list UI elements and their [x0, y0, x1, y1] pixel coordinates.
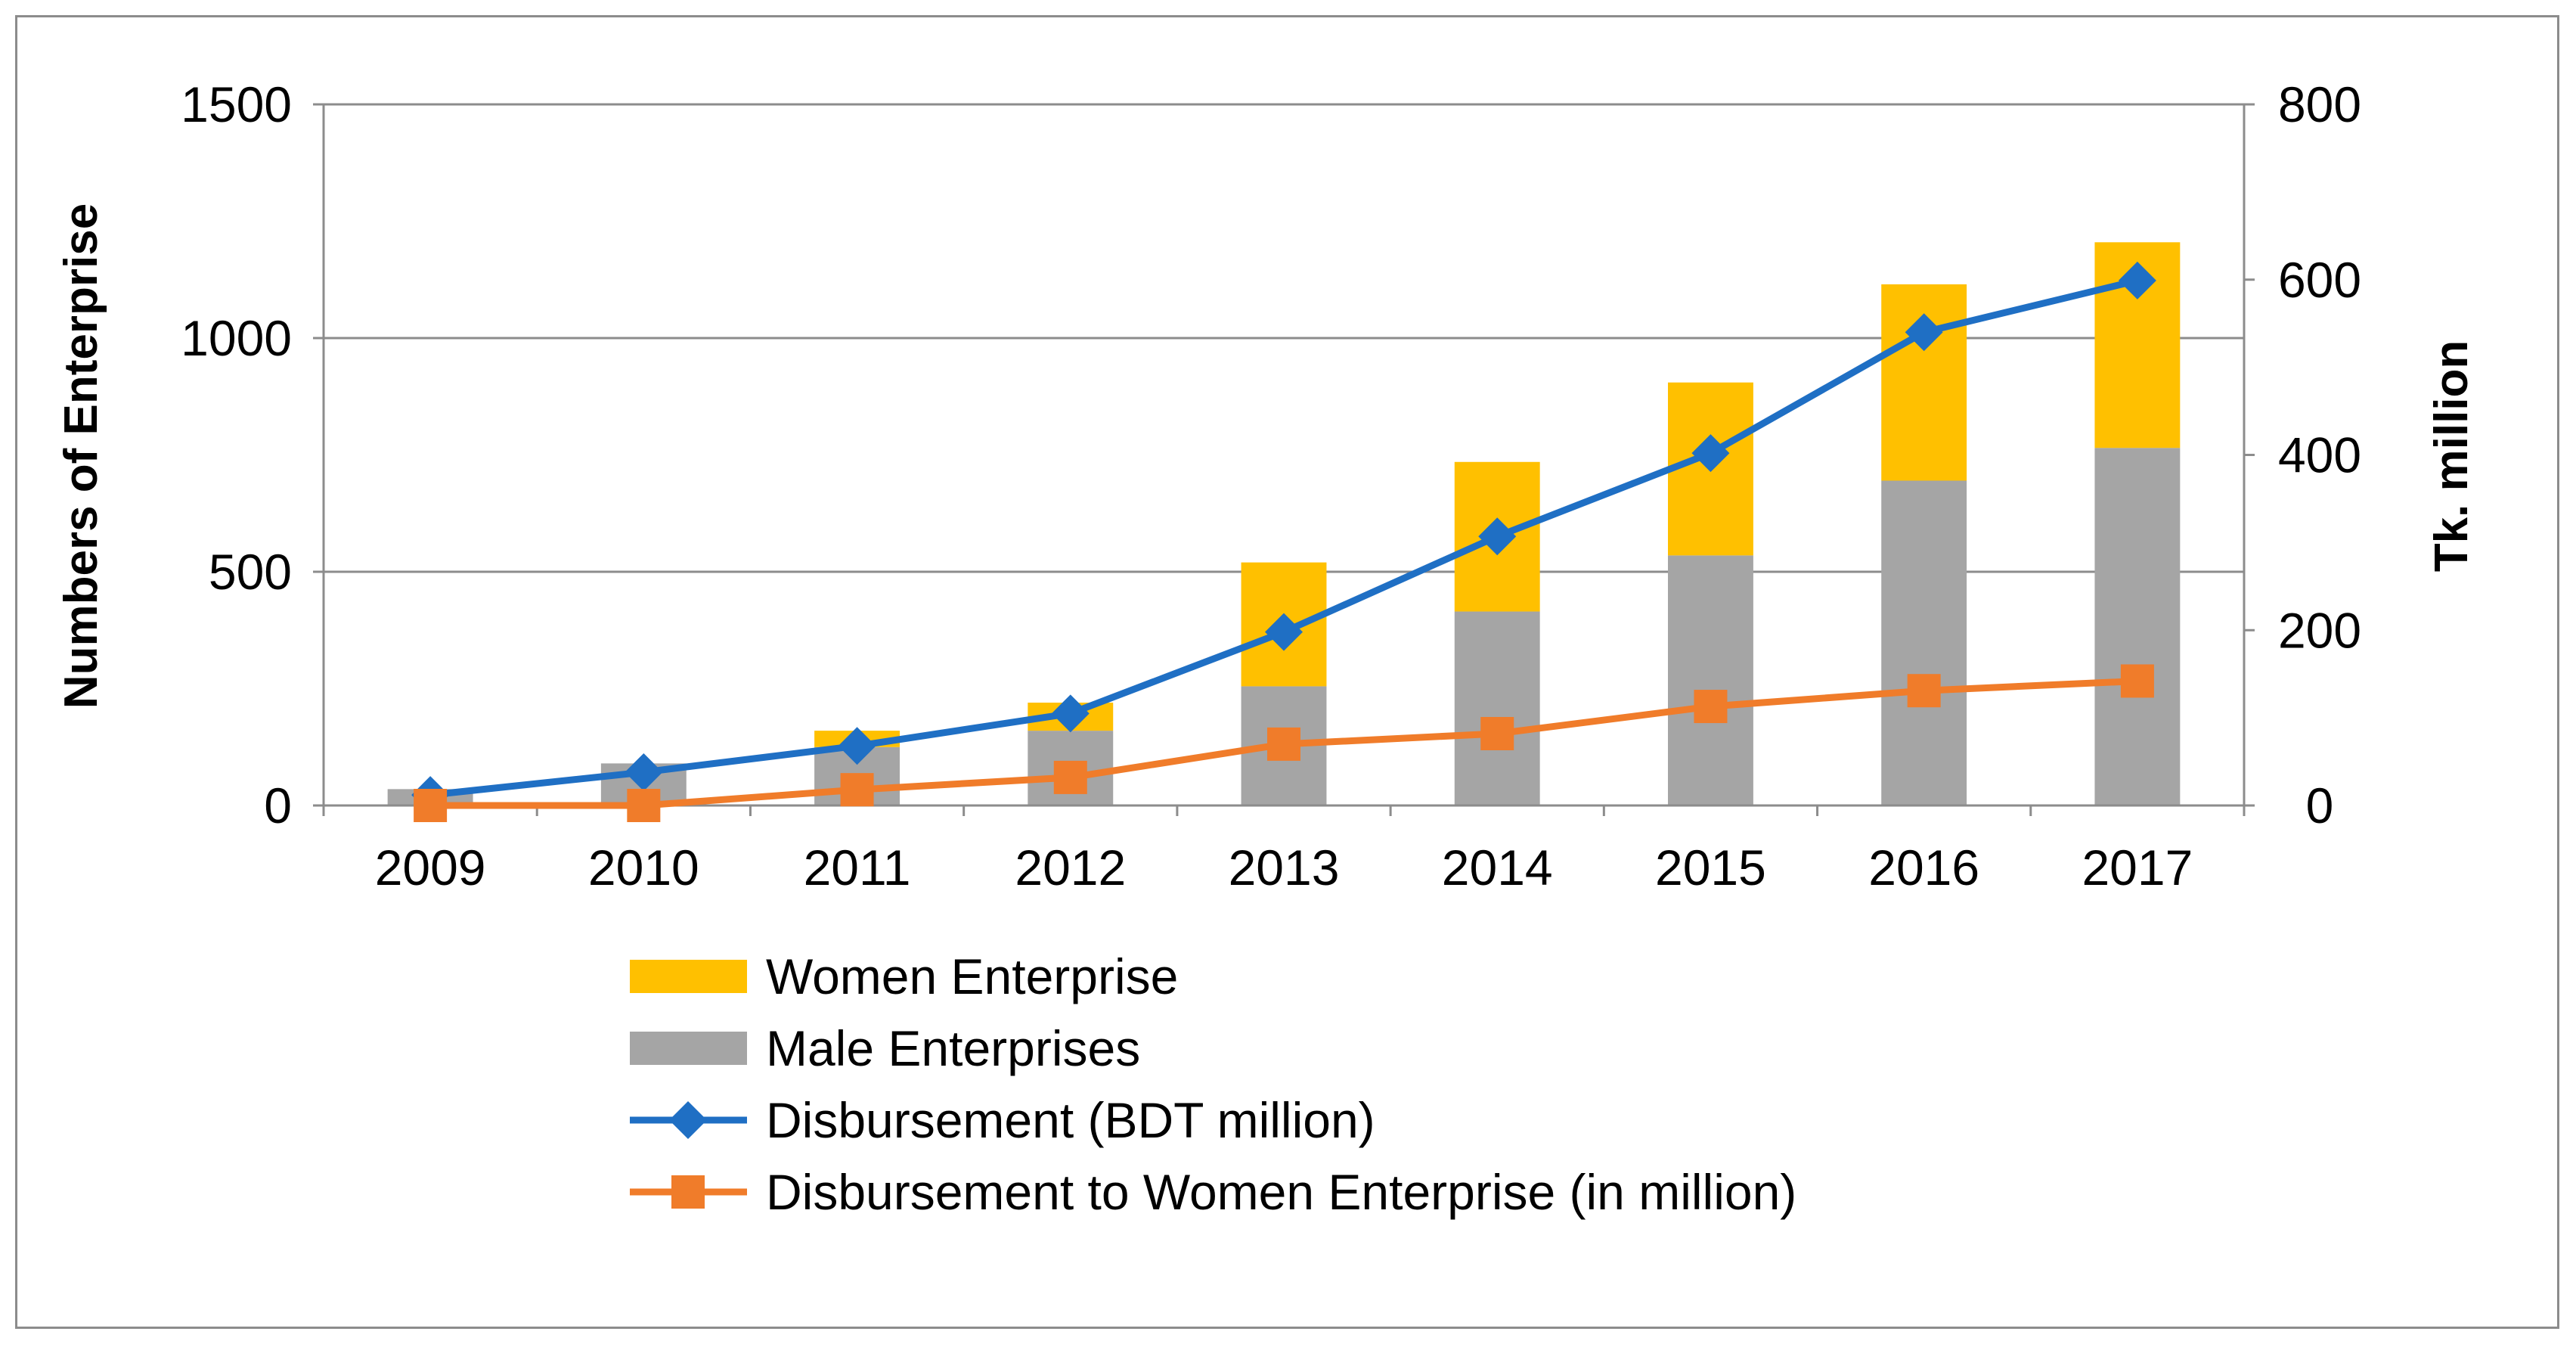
legend-label-women-enterprise: Women Enterprise — [766, 948, 1178, 1004]
marker-disbursement-to-women-enterprise-in-million-2017 — [2120, 664, 2154, 698]
legend-label-disbursement-to-women-enterprise-in-million: Disbursement to Women Enterprise (in mil… — [766, 1164, 1796, 1220]
marker-disbursement-bdt-million-2010 — [625, 753, 663, 791]
y2-tick-label: 200 — [2278, 602, 2361, 658]
marker-disbursement-bdt-million-2012 — [1051, 694, 1090, 733]
bar-male-enterprises-2017 — [2094, 448, 2181, 805]
legend-label-male-enterprises: Male Enterprises — [766, 1020, 1140, 1076]
x-tick-label: 2012 — [1015, 840, 1126, 895]
marker-disbursement-to-women-enterprise-in-million-2013 — [1267, 727, 1300, 761]
y2-tick-label: 0 — [2306, 777, 2334, 833]
y2-tick-label: 600 — [2278, 252, 2361, 308]
x-tick-label: 2014 — [1442, 840, 1553, 895]
y-axis-title: Numbers of Enterprise — [55, 203, 107, 709]
y2-tick-label: 800 — [2278, 76, 2361, 132]
marker-disbursement-to-women-enterprise-in-million-2010 — [627, 789, 661, 822]
line-series — [411, 261, 2156, 822]
x-tick-label: 2011 — [804, 840, 911, 895]
marker-disbursement-to-women-enterprise-in-million-2012 — [1053, 760, 1087, 794]
marker-disbursement-bdt-million-2011 — [838, 727, 876, 765]
legend-label-disbursement-bdt-million: Disbursement (BDT million) — [766, 1092, 1375, 1148]
marker-disbursement-bdt-million-2013 — [1265, 613, 1303, 651]
chart-frame: 0 500 1000 1500 0 200 400 600 800 2009 2010 2011 201… — [15, 15, 2559, 1329]
y-tick-label: 0 — [264, 777, 292, 833]
bar-male-enterprises-2014 — [1454, 611, 1540, 805]
marker-disbursement-bdt-million-2016 — [1905, 313, 1943, 352]
x-tick-label: 2010 — [588, 840, 699, 895]
marker-disbursement-bdt-million-2017 — [2118, 261, 2156, 300]
marker-disbursement-bdt-million-2015 — [1691, 434, 1730, 473]
marker-disbursement-to-women-enterprise-in-million-2015 — [1694, 690, 1728, 724]
y-tick-label: 1500 — [181, 76, 292, 132]
marker-disbursement-bdt-million-2014 — [1478, 517, 1517, 556]
legend-swatch-women-enterprise — [630, 960, 747, 993]
x-tick-label: 2015 — [1655, 840, 1766, 895]
bar-series — [387, 242, 2181, 805]
marker-disbursement-to-women-enterprise-in-million-2016 — [1907, 674, 1941, 708]
x-tick-label: 2013 — [1229, 840, 1340, 895]
marker-disbursement-to-women-enterprise-in-million-2009 — [414, 789, 448, 822]
y2-tick-label: 400 — [2278, 427, 2361, 483]
marker-disbursement-to-women-enterprise-in-million-2011 — [840, 773, 874, 807]
legend-marker-disbursement-to-women-enterprise-in-million — [671, 1175, 705, 1209]
marker-disbursement-to-women-enterprise-in-million-2014 — [1480, 716, 1514, 750]
tick-labels: 0 500 1000 1500 0 200 400 600 800 2009 2010 2011 201… — [181, 76, 2361, 895]
chart-canvas: 0 500 1000 1500 0 200 400 600 800 2009 2010 2011 201… — [55, 76, 2478, 1220]
y2-axis-title: Tk. million — [2426, 340, 2478, 573]
x-tick-label: 2016 — [1868, 840, 1979, 895]
legend-marker-disbursement-bdt-million — [669, 1101, 707, 1139]
bar-male-enterprises-2015 — [1668, 555, 1753, 805]
y-tick-label: 500 — [209, 544, 292, 600]
legend: Women Enterprise Male Enterprises Disburse… — [630, 948, 1796, 1220]
x-tick-label: 2017 — [2082, 840, 2193, 895]
y-tick-label: 1000 — [181, 310, 292, 366]
x-tick-label: 2009 — [375, 840, 486, 895]
legend-swatch-male-enterprises — [630, 1032, 747, 1065]
bar-male-enterprises-2016 — [1881, 480, 1967, 805]
